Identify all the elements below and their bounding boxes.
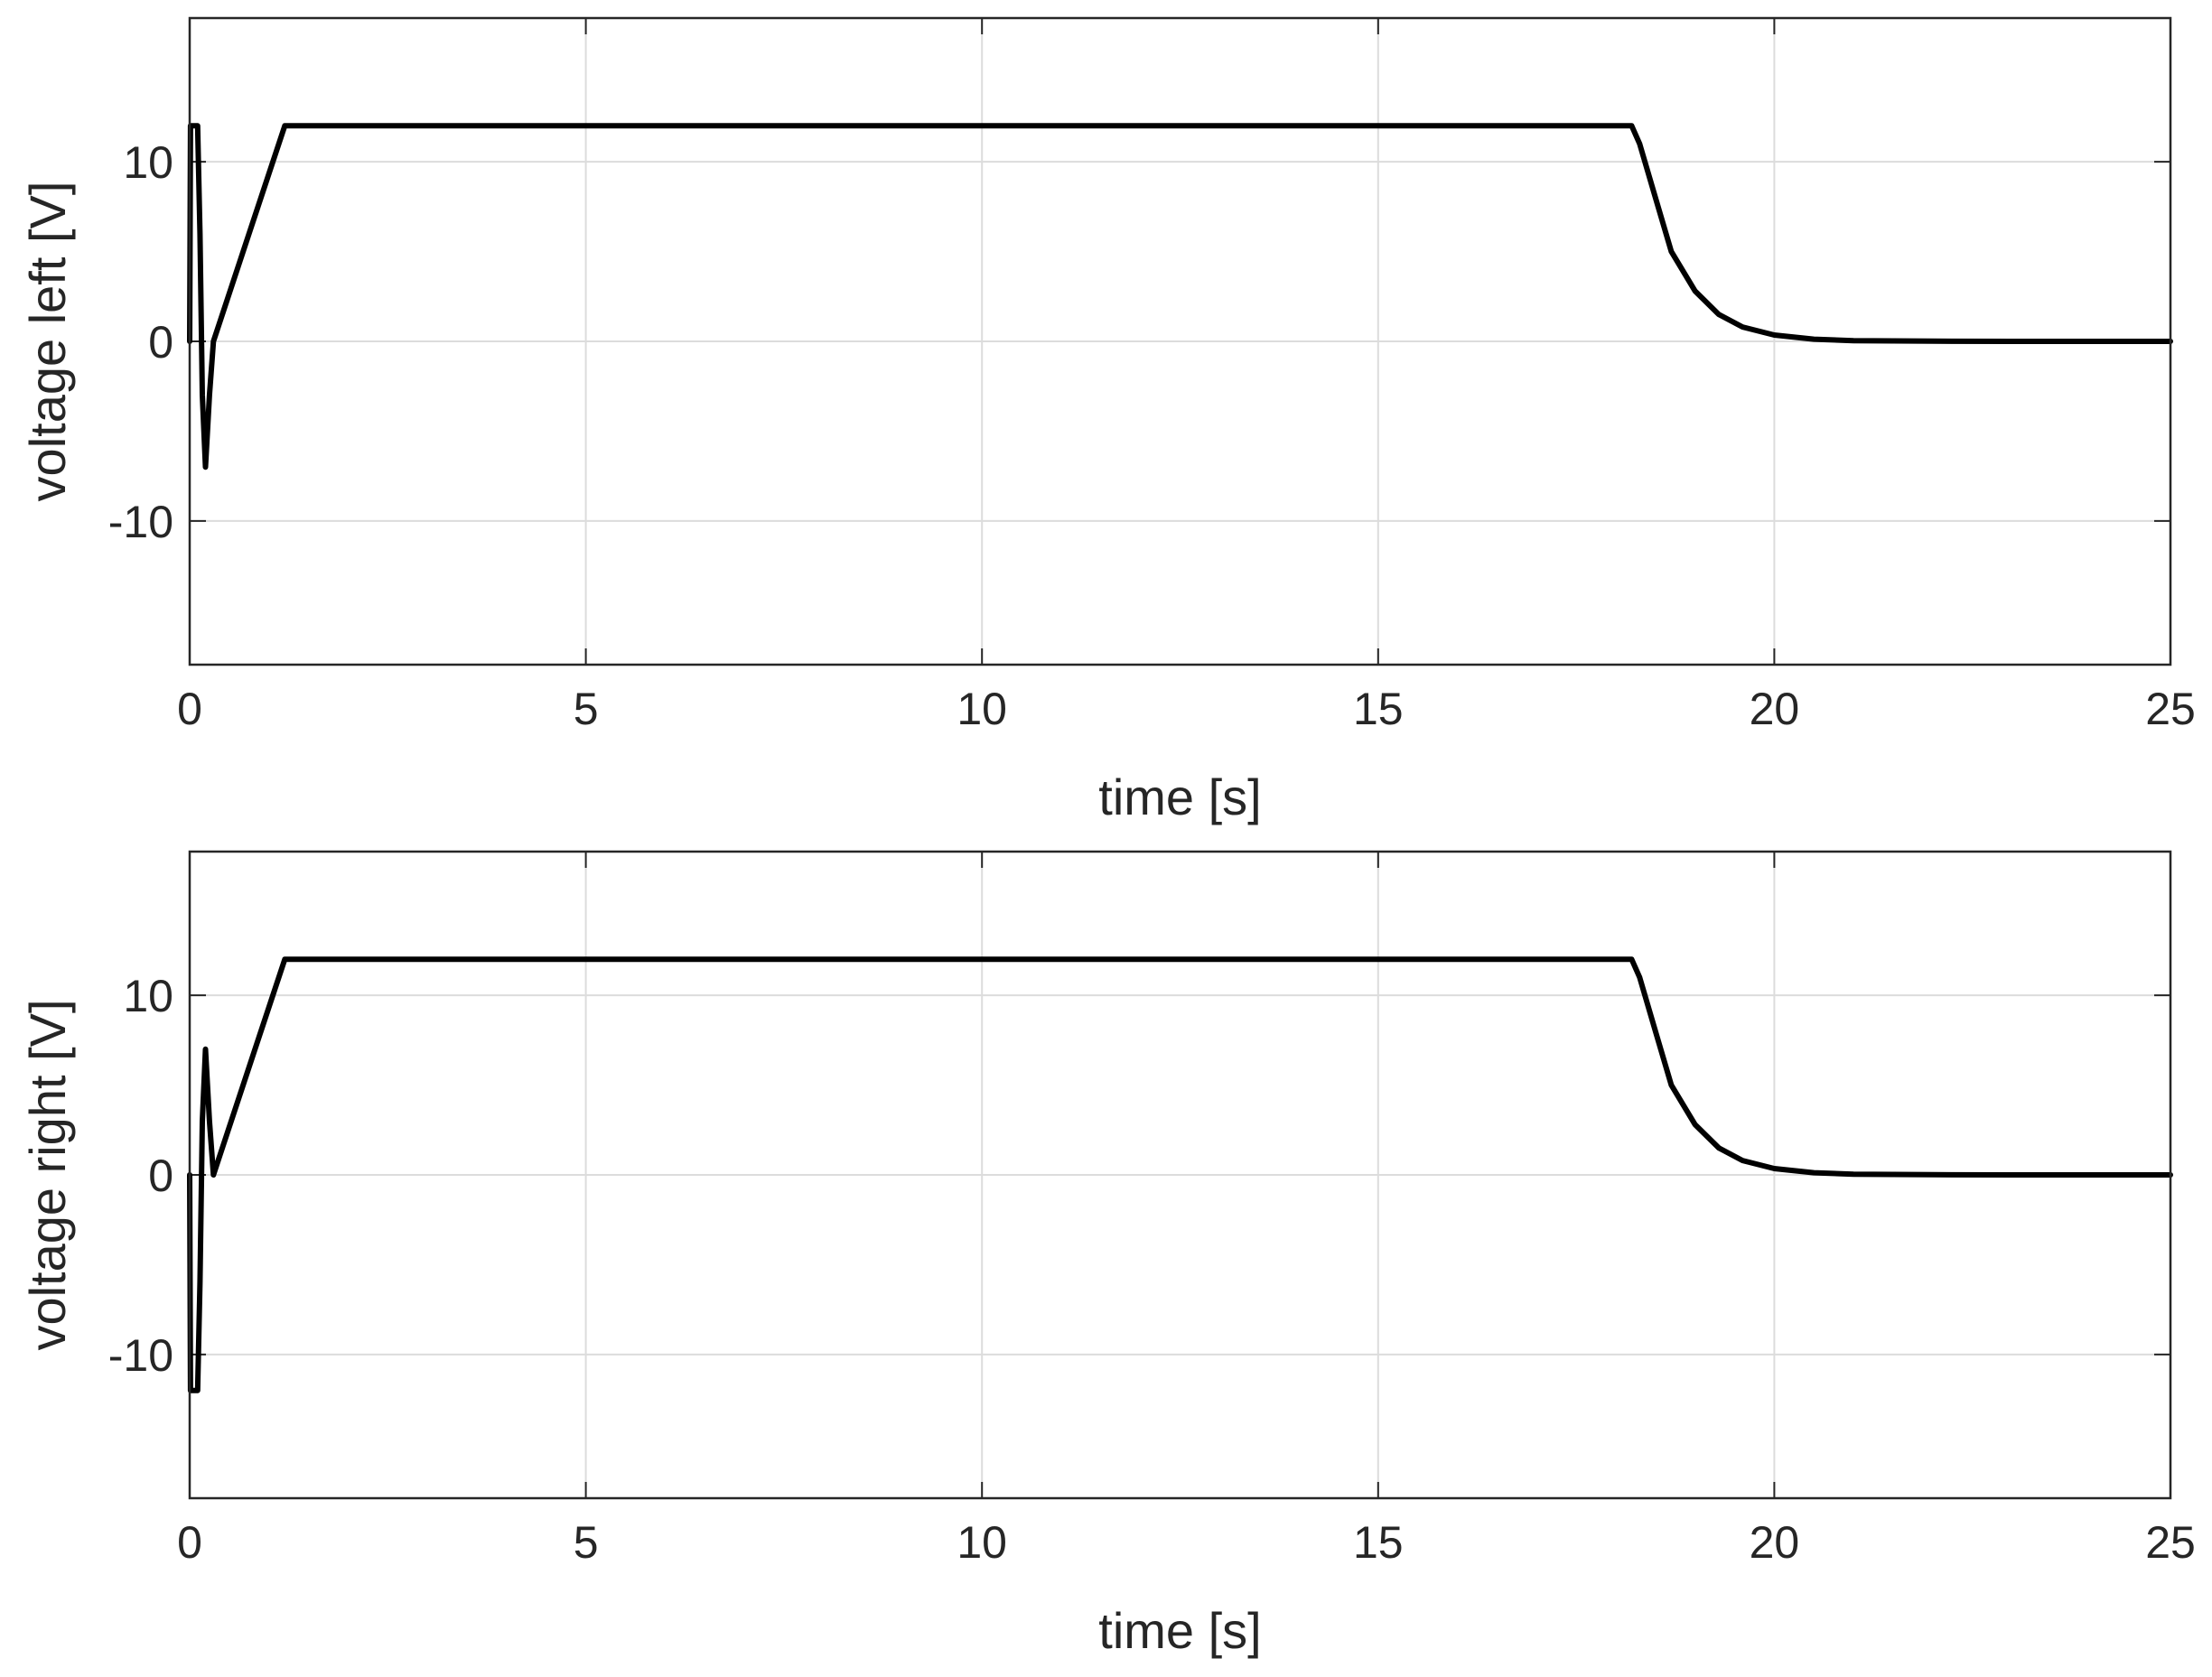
x-tick-label: 0 (177, 1517, 202, 1568)
series-line (187, 956, 2173, 1393)
y-tick-label: -10 (108, 497, 173, 547)
y-tick-label: 10 (123, 971, 173, 1021)
x-axis-label: time [s] (1098, 1602, 1261, 1659)
x-tick-label: 20 (1750, 684, 1800, 734)
y-axis-label: voltage left [V] (19, 182, 76, 502)
series-line (187, 123, 2173, 470)
x-tick-label: 25 (2145, 1517, 2196, 1568)
x-tick-label: 15 (1353, 684, 1404, 734)
x-tick-label: 5 (574, 1517, 599, 1568)
axes-frame (188, 850, 2172, 1500)
axes-frame (188, 16, 2172, 666)
x-tick-label: 5 (574, 684, 599, 734)
y-tick-label: 0 (148, 1151, 173, 1201)
x-axis-label: time [s] (1098, 769, 1261, 825)
x-tick-label: 10 (957, 1517, 1007, 1568)
x-tick-label: 25 (2145, 684, 2196, 734)
y-axis-label: voltage right [V] (19, 999, 76, 1350)
x-tick-label: 10 (957, 684, 1007, 734)
y-tick-label: -10 (108, 1330, 173, 1381)
bottom-panel: 0 5 10 15 20 25 -10 0 10 time [s] voltage right [V… (19, 850, 2196, 1659)
top-panel: 0 5 10 15 20 25 -10 0 10 time [s] voltage left [V] (19, 16, 2196, 825)
x-tick-label: 0 (177, 684, 202, 734)
x-tick-label: 15 (1353, 1517, 1404, 1568)
x-tick-label: 20 (1750, 1517, 1800, 1568)
y-tick-label: 10 (123, 137, 173, 188)
y-tick-label: 0 (148, 317, 173, 368)
